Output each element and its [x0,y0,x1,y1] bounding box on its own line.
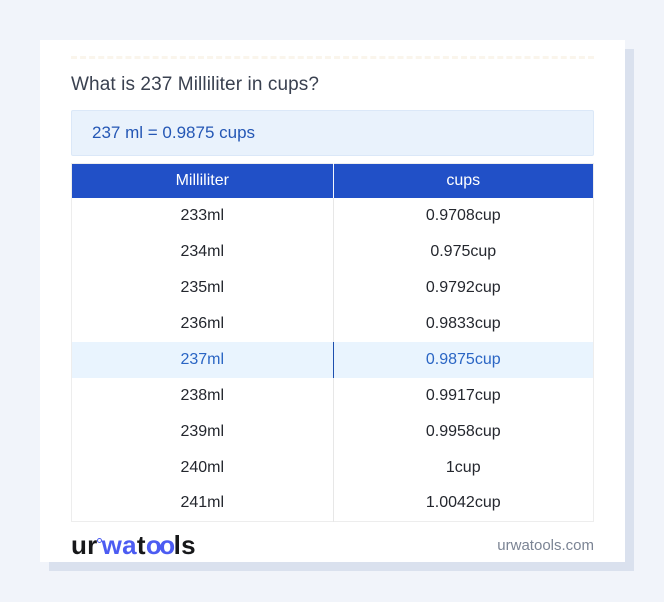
column-header-milliliter: Milliliter [71,163,334,198]
cup-cell: 0.9958cup [425,422,501,440]
ml-cell: 241ml [71,485,334,522]
card-footer: ur wa t oo ls urwatools.com [71,526,594,564]
conversion-result-banner: 237 ml = 0.9875 cups [71,110,594,156]
cup-cell: 0.975cup [430,242,497,260]
urwatools-logo[interactable]: ur wa t oo ls [71,532,196,558]
page-title: What is 237 Milliliter in cups? [71,74,320,95]
column-header-cups: cups [333,163,594,198]
ml-cell: 236ml [71,305,334,342]
table-row: 238ml 0.9917cup [71,377,594,414]
logo-text-dark: ur [71,530,98,560]
table-row: 234ml 0.975cup [71,233,594,270]
table-row: 240ml 1cup [71,449,594,486]
conversion-table: Milliliter cups 233ml 0.9708cup 234ml 0.… [71,163,594,522]
logo-text-blue: wa [101,530,137,560]
table-header-row: Milliliter cups [71,163,594,198]
cup-cell: 0.9917cup [425,386,501,404]
cup-cell: 1cup [445,458,481,476]
table-row: 241ml 1.0042cup [71,485,594,522]
table-row: 236ml 0.9833cup [71,305,594,342]
table-row: 233ml 0.9708cup [71,197,594,234]
table-row: 239ml 0.9958cup [71,413,594,450]
cup-cell: 0.9875cup [425,350,501,368]
ml-cell: 238ml [71,377,334,414]
cup-cell: 1.0042cup [425,494,501,512]
table-body: 233ml 0.9708cup 234ml 0.975cup 235ml 0.9… [71,197,594,522]
logo-ring-icon [96,538,102,543]
ml-cell: 235ml [71,269,334,306]
table-row: 235ml 0.9792cup [71,269,594,306]
cup-cell: 0.9792cup [425,278,501,296]
logo-text-dark: ls [173,530,196,560]
site-url-label: urwatools.com [497,536,594,554]
cup-cell: 0.9708cup [425,206,501,224]
logo-text-dark: t [136,530,146,560]
ml-cell: 237ml [71,341,334,378]
ml-cell: 233ml [71,197,334,234]
dashed-divider [71,56,594,59]
ml-cell: 239ml [71,413,334,450]
ml-cell: 234ml [71,233,334,270]
converter-card: What is 237 Milliliter in cups? 237 ml =… [40,40,625,562]
table-row-highlighted: 237ml 0.9875cup [71,341,594,378]
logo-oo-glasses-icon: oo [145,530,175,560]
cup-cell: 0.9833cup [425,314,501,332]
ml-cell: 240ml [71,449,334,486]
conversion-result-text: 237 ml = 0.9875 cups [92,123,256,142]
